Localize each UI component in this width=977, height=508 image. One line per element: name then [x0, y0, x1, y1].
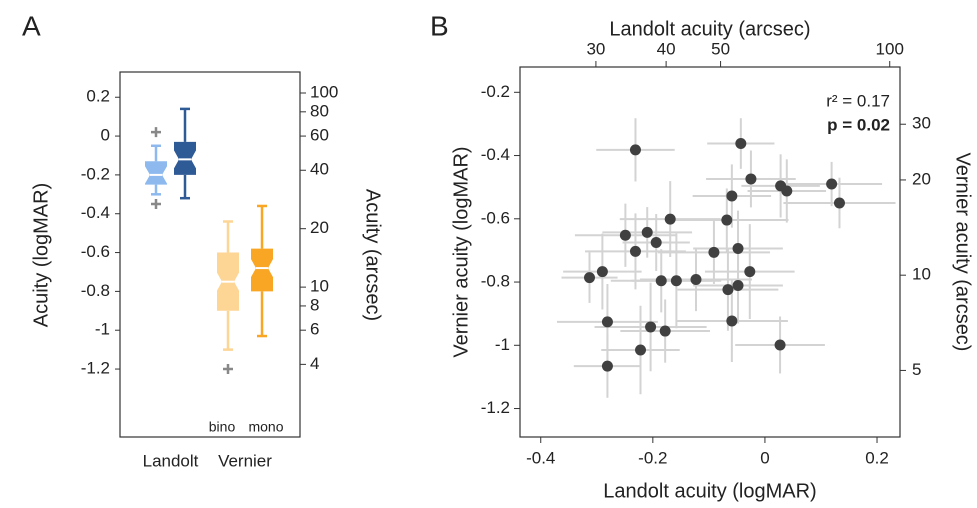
y-tick-label: -1.2 — [81, 359, 110, 378]
point — [732, 243, 744, 255]
annotation: r² = 0.17 — [826, 91, 890, 110]
y2-tick-label: 30 — [912, 114, 931, 133]
point — [619, 229, 631, 241]
y2-tick-label: 20 — [310, 218, 329, 237]
point — [735, 138, 747, 150]
x2-tick-label: 40 — [657, 39, 676, 58]
y2-tick-label: 60 — [310, 126, 329, 145]
y-tick-label: 0.2 — [86, 87, 110, 106]
y2-tick-label: 10 — [912, 265, 931, 284]
x-tick-label: Landolt — [143, 451, 199, 470]
y-tick-label: -0.6 — [81, 242, 110, 261]
y2-tick-label: 80 — [310, 101, 329, 120]
point — [774, 339, 786, 351]
y-tick-label: -0.2 — [481, 82, 510, 101]
point — [833, 197, 845, 209]
x2-tick-label: 50 — [711, 39, 730, 58]
y2-tick-label: 4 — [310, 354, 319, 373]
annotation: p = 0.02 — [827, 115, 890, 134]
y2-tick-label: 5 — [912, 360, 921, 379]
y2-tick-label: 40 — [310, 160, 329, 179]
point — [826, 178, 838, 190]
y-tick-label: -1.2 — [481, 398, 510, 417]
x-axis-title: Landolt acuity (logMAR) — [603, 480, 816, 502]
y-tick-label: -0.8 — [81, 281, 110, 300]
y2-tick-label: 8 — [310, 295, 319, 314]
box — [251, 248, 273, 292]
point — [670, 275, 682, 287]
point — [781, 185, 793, 197]
point — [664, 213, 676, 225]
y2-axis-title: Vernier acuity (arcsec) — [952, 153, 974, 352]
point — [635, 344, 647, 356]
point — [726, 315, 738, 327]
series-label: bino — [209, 419, 236, 435]
point — [745, 173, 757, 185]
point — [655, 275, 667, 287]
y2-tick-label: 100 — [310, 82, 338, 101]
point — [726, 190, 738, 202]
series-label: mono — [248, 419, 283, 435]
panel-label: A — [22, 10, 41, 41]
y-tick-label: -0.4 — [481, 145, 510, 164]
y-tick-label: -1 — [95, 320, 110, 339]
y2-tick-label: 10 — [310, 277, 329, 296]
y-tick-label: -0.4 — [81, 203, 110, 222]
y-axis-title: Vernier acuity (logMAR) — [450, 146, 472, 357]
plot-frame — [519, 66, 901, 438]
x-tick-label: Vernier — [218, 451, 272, 470]
y2-tick-label: 6 — [310, 320, 319, 339]
box — [145, 161, 167, 185]
point — [641, 226, 653, 238]
point — [629, 144, 641, 156]
point — [596, 266, 608, 278]
point — [583, 272, 595, 284]
y2-axis-title: Acuity (arcsec) — [362, 189, 384, 321]
point — [601, 360, 613, 372]
x-tick-label: 0.2 — [865, 448, 889, 467]
point — [629, 245, 641, 257]
y-axis-title: Acuity (logMAR) — [30, 183, 52, 327]
point — [690, 274, 702, 286]
point — [650, 237, 662, 249]
point — [722, 284, 734, 296]
outlier — [151, 127, 161, 138]
x2-tick-label: 30 — [586, 39, 605, 58]
y-tick-label: -1 — [495, 335, 510, 354]
y-tick-label: 0 — [101, 126, 110, 145]
point — [732, 280, 744, 292]
point — [645, 321, 657, 333]
point — [721, 214, 733, 226]
outlier — [223, 364, 233, 375]
point — [601, 316, 613, 328]
point — [708, 246, 720, 258]
x2-tick-label: 100 — [876, 39, 904, 58]
panel-label: B — [430, 10, 449, 41]
y-tick-label: -0.8 — [481, 272, 510, 291]
x-tick-label: 0 — [760, 448, 769, 467]
y2-tick-label: 20 — [912, 169, 931, 188]
plot-frame — [119, 71, 301, 438]
y-tick-label: -0.2 — [81, 164, 110, 183]
point — [659, 325, 671, 337]
x-tick-label: -0.2 — [638, 448, 667, 467]
y-tick-label: -0.6 — [481, 208, 510, 227]
outlier — [151, 199, 161, 210]
x-tick-label: -0.4 — [526, 448, 555, 467]
x2-axis-title: Landolt acuity (arcsec) — [609, 18, 810, 40]
point — [744, 266, 756, 278]
